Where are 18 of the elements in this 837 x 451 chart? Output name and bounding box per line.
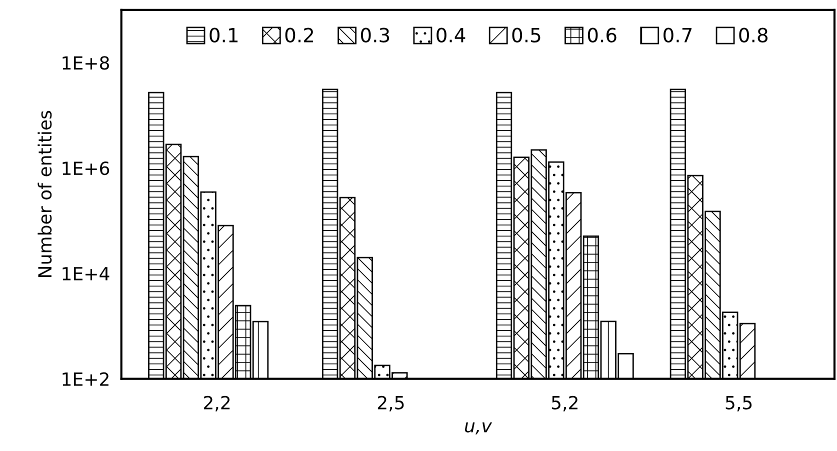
legend-label: 0.2 — [285, 28, 314, 42]
x-axis-title: u,v — [465, 422, 492, 434]
x-tick-label: 2,5 — [378, 396, 404, 412]
legend-label: 0.4 — [436, 28, 466, 42]
y-tick-label: 1E+2 — [62, 372, 108, 386]
x-tick-label: 5,5 — [726, 396, 752, 412]
legend-label: 0.3 — [360, 28, 390, 42]
legend-label: 0.8 — [739, 28, 768, 42]
legend-label: 0.1 — [210, 28, 238, 42]
y-tick-label: 1E+4 — [62, 267, 110, 280]
x-tick-label: 5,2 — [552, 396, 578, 412]
y-tick-label: 1E+8 — [62, 56, 110, 70]
y-axis-title: Number of entities — [38, 110, 52, 277]
legend-label: 0.6 — [588, 28, 616, 42]
legend-label: 0.5 — [512, 28, 540, 42]
y-tick-label: 1E+6 — [62, 161, 110, 176]
x-tick-label: 2,2 — [204, 396, 230, 412]
legend-label: 0.7 — [664, 28, 692, 42]
